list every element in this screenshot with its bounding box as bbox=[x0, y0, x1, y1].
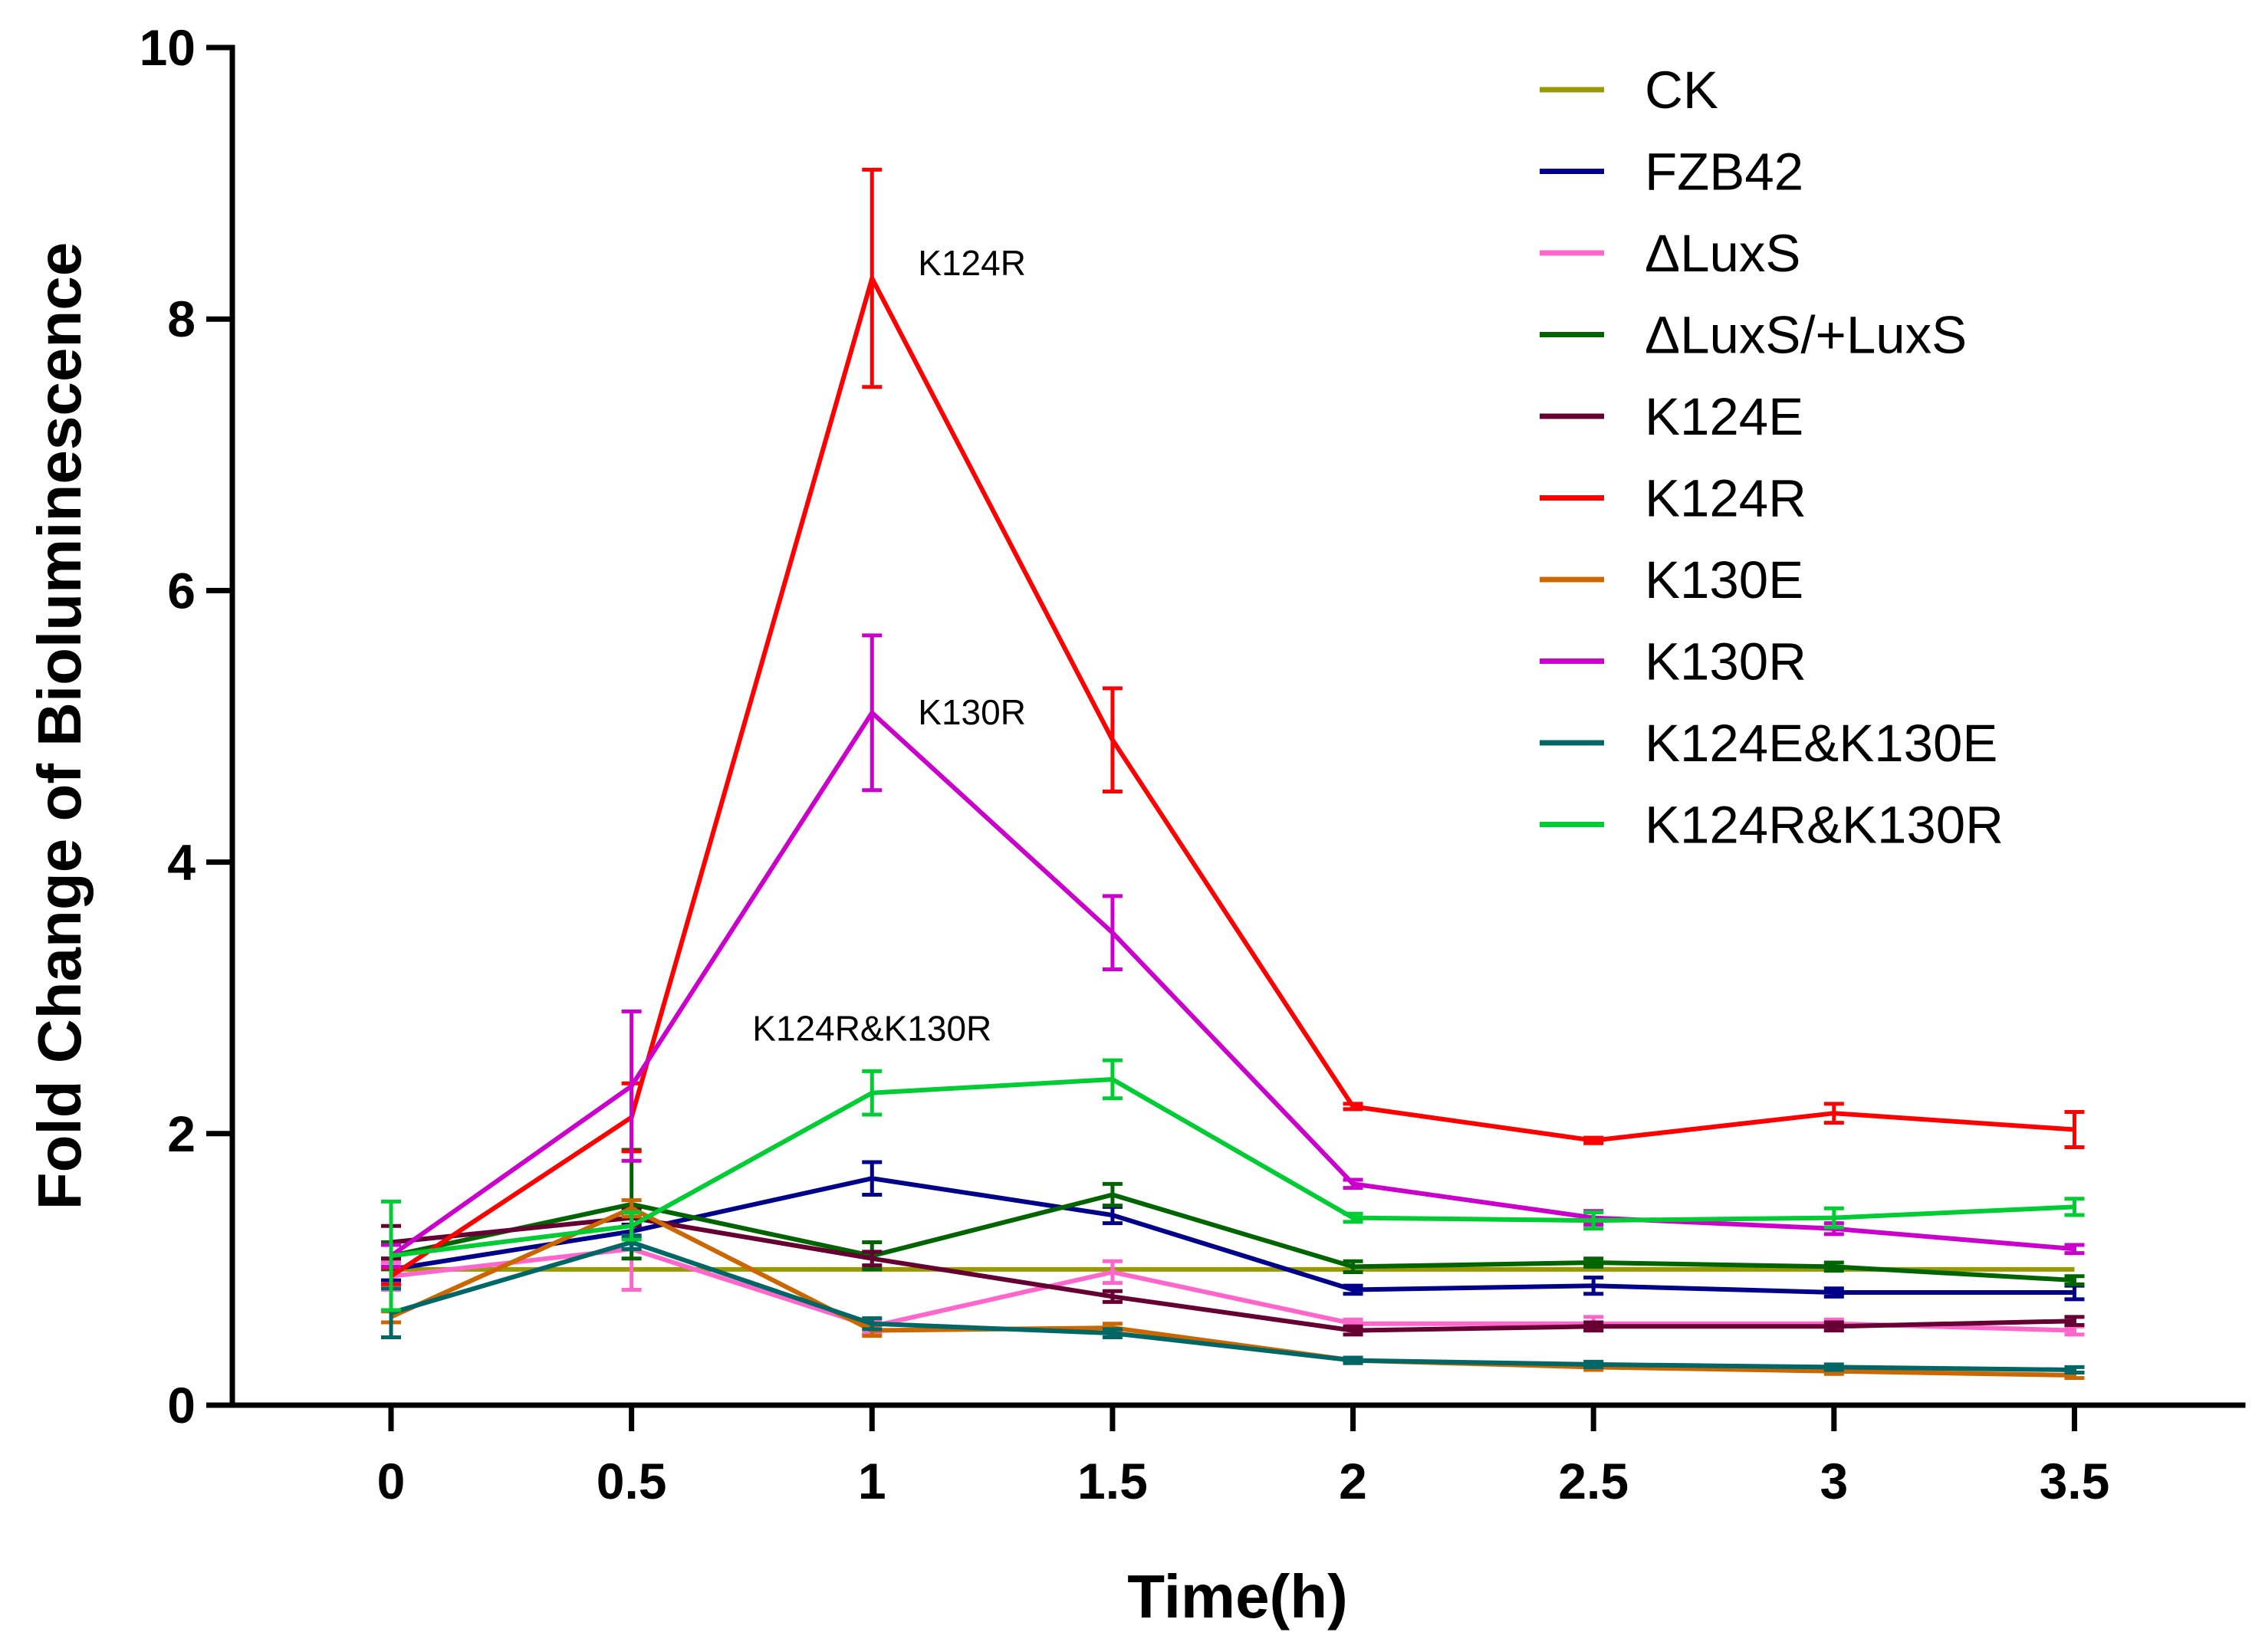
y-tick-label: 10 bbox=[140, 19, 196, 76]
legend-item: K130E bbox=[1540, 550, 1803, 609]
series-K124R&K130R bbox=[381, 1058, 2085, 1312]
error-bar bbox=[1583, 1359, 1604, 1369]
legend-label: K124E bbox=[1645, 387, 1803, 446]
series-K124E&K130E bbox=[381, 1233, 2085, 1374]
legend-label: CK bbox=[1645, 61, 1718, 120]
error-bar bbox=[1823, 1206, 1844, 1230]
error-bar bbox=[862, 1316, 883, 1332]
x-tick-label: 3.5 bbox=[2040, 1453, 2110, 1509]
error-bar bbox=[1343, 1324, 1363, 1337]
series-line bbox=[390, 276, 2075, 1279]
legend-item: K124E&K130E bbox=[1540, 714, 1997, 773]
series-line bbox=[390, 1192, 2075, 1283]
error-bar bbox=[862, 1069, 883, 1117]
x-tick-label: 1 bbox=[858, 1453, 886, 1509]
error-bar bbox=[1343, 1102, 1363, 1112]
error-bar bbox=[862, 167, 883, 389]
x-tick-label: 3 bbox=[1820, 1453, 1848, 1509]
error-bar bbox=[381, 1199, 401, 1312]
series-line bbox=[390, 1077, 2075, 1259]
error-bar bbox=[862, 1160, 883, 1197]
error-bar bbox=[1102, 1289, 1123, 1304]
error-bar bbox=[621, 1210, 642, 1242]
annotation-label: K124R bbox=[918, 243, 1026, 283]
error-bar bbox=[2064, 1365, 2085, 1374]
error-bar bbox=[1583, 1135, 1604, 1145]
x-tick-label: 0.5 bbox=[597, 1453, 667, 1509]
y-tick-label: 4 bbox=[167, 834, 196, 891]
error-bar bbox=[1823, 1286, 1844, 1299]
legend-item: FZB42 bbox=[1540, 143, 1803, 202]
error-bar bbox=[1102, 1058, 1123, 1101]
legend-item: K124E bbox=[1540, 387, 1803, 446]
legend-label: K124R bbox=[1645, 469, 1807, 528]
error-bar bbox=[1102, 894, 1123, 972]
legend-item: K124R bbox=[1540, 469, 1807, 528]
legend-label: K124R&K130R bbox=[1645, 796, 2004, 855]
series-line bbox=[390, 1215, 2075, 1333]
series-line bbox=[390, 1176, 2075, 1295]
error-bar bbox=[1102, 1327, 1123, 1339]
legend-label: K124E&K130E bbox=[1645, 714, 1997, 773]
error-bar bbox=[862, 1250, 883, 1268]
error-bar bbox=[1583, 1210, 1604, 1231]
error-bar bbox=[1102, 1259, 1123, 1286]
error-bar bbox=[2064, 1197, 2085, 1217]
error-bar bbox=[1583, 1276, 1604, 1296]
error-bar bbox=[1102, 1181, 1123, 1208]
error-bar bbox=[621, 1009, 642, 1163]
y-tick-label: 6 bbox=[167, 562, 196, 619]
series-line bbox=[390, 1240, 2075, 1372]
legend-label: ΔLuxS bbox=[1645, 224, 1800, 283]
x-tick-label: 2 bbox=[1339, 1453, 1367, 1509]
legend: CK FZB42 ΔLuxS ΔLuxS/+LuxS K124E K124R K130E K1… bbox=[1540, 61, 2004, 855]
error-bar bbox=[1343, 1259, 1363, 1274]
y-axis-title: Fold Change of Bioluminescence bbox=[25, 242, 94, 1210]
y-tick-label: 2 bbox=[167, 1105, 196, 1162]
error-bar bbox=[1343, 1355, 1363, 1365]
error-bar bbox=[1343, 1211, 1363, 1224]
x-tick-label: 0 bbox=[377, 1453, 406, 1509]
x-tick-label: 1.5 bbox=[1077, 1453, 1148, 1509]
series-K130R bbox=[381, 633, 2085, 1269]
error-bar bbox=[2064, 1274, 2085, 1286]
legend-label: K130E bbox=[1645, 550, 1803, 609]
error-bar bbox=[2064, 1109, 2085, 1150]
series-line bbox=[390, 1206, 2075, 1378]
legend-item: ΔLuxS bbox=[1540, 224, 1800, 283]
y-tick-label: 8 bbox=[167, 291, 196, 347]
error-bar bbox=[1583, 1320, 1604, 1333]
annotation-label: K130R bbox=[918, 692, 1026, 732]
legend-item: K124R&K130R bbox=[1540, 796, 2004, 855]
annotation-label: K124R&K130R bbox=[752, 1009, 991, 1049]
series-line bbox=[390, 1246, 2075, 1333]
x-tick-label: 2.5 bbox=[1558, 1453, 1629, 1509]
error-bar bbox=[1583, 1256, 1604, 1269]
legend-item: ΔLuxS/+LuxS bbox=[1540, 306, 1967, 365]
y-tick-label: 0 bbox=[167, 1377, 196, 1434]
legend-label: K130R bbox=[1645, 632, 1807, 691]
legend-item: CK bbox=[1540, 61, 1718, 120]
series-line bbox=[390, 710, 2075, 1258]
x-axis-title: Time(h) bbox=[1127, 1562, 1347, 1631]
series-layer bbox=[381, 167, 2085, 1381]
error-bar bbox=[1823, 1362, 1844, 1372]
error-bar bbox=[862, 633, 883, 793]
legend-label: ΔLuxS/+LuxS bbox=[1645, 306, 1967, 365]
error-bar bbox=[1102, 686, 1123, 794]
legend-label: FZB42 bbox=[1645, 143, 1803, 202]
error-bar bbox=[1823, 1260, 1844, 1273]
error-bar bbox=[1343, 1177, 1363, 1191]
error-bar bbox=[1823, 1102, 1844, 1125]
legend-item: K130R bbox=[1540, 632, 1807, 691]
error-bar bbox=[2064, 1243, 2085, 1256]
error-bar bbox=[1343, 1283, 1363, 1296]
annotations: K124R K130R K124R&K130R bbox=[752, 243, 1026, 1049]
axes: 0 2 4 6 8 10 0 0.5 1 1.5 2 2.5 3 3.5 bbox=[140, 19, 2246, 1509]
error-bar bbox=[2064, 1315, 2085, 1328]
error-bar bbox=[1823, 1320, 1844, 1333]
